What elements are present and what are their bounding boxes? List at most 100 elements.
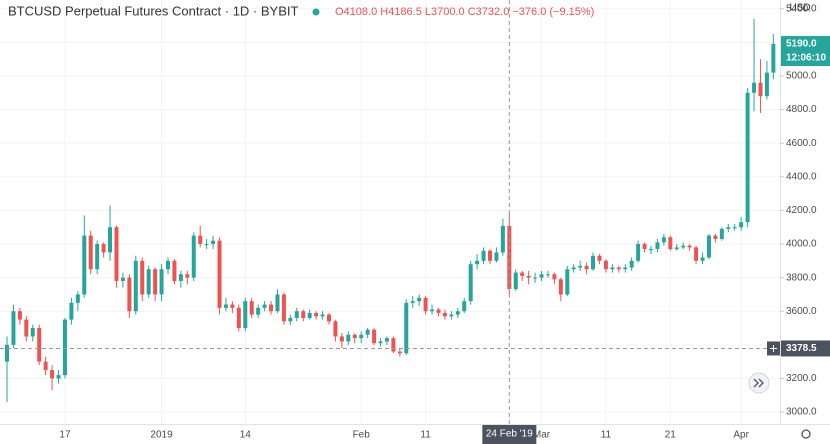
y-tick-label: 3200.0 xyxy=(786,373,817,384)
candle-body xyxy=(417,297,422,302)
candle-body xyxy=(17,311,22,320)
candle-body xyxy=(752,82,757,93)
y-tick-label: 4000.0 xyxy=(786,239,817,250)
candle-body xyxy=(120,277,125,281)
candle-body xyxy=(758,82,763,97)
candle-body xyxy=(513,272,518,290)
candle-body xyxy=(236,307,241,329)
last-price-bg xyxy=(781,36,830,67)
candle-body xyxy=(661,237,666,243)
candle-body xyxy=(636,244,641,261)
candle-body xyxy=(30,328,35,337)
candle-body xyxy=(114,227,119,281)
candle-body xyxy=(275,294,280,312)
candle-body xyxy=(37,328,42,362)
candle-body xyxy=(108,227,113,253)
candle-body xyxy=(539,274,544,278)
crosshair-y-label-bg xyxy=(781,340,830,357)
candle-body xyxy=(552,274,557,280)
candle-body xyxy=(571,267,576,270)
candle-body xyxy=(494,252,499,261)
gear-icon[interactable] xyxy=(801,429,811,439)
currency-label[interactable]: USD xyxy=(789,3,810,14)
x-tick-label: Feb xyxy=(353,430,371,441)
candle-body xyxy=(700,257,705,261)
status-dot xyxy=(312,8,320,16)
scroll-button[interactable] xyxy=(748,372,770,394)
candle-body xyxy=(591,255,596,270)
candle-body xyxy=(462,301,467,312)
candle-body xyxy=(243,301,248,329)
candle-body xyxy=(281,294,286,322)
candle-body xyxy=(69,302,74,320)
crosshair-x-label: 24 Feb '19 xyxy=(486,429,533,440)
candle-body xyxy=(732,227,737,229)
candle-body xyxy=(269,304,274,312)
candle-body xyxy=(545,274,550,276)
y-tick-label: 5400.0 xyxy=(786,3,817,14)
ohlc-legend: O4108.0 H4186.5 L3700.0 C3732.0 −376.0 (… xyxy=(335,6,594,18)
candle-body xyxy=(11,311,16,345)
x-tick-label: 21 xyxy=(665,430,677,441)
candle-body xyxy=(623,267,628,270)
candle-body xyxy=(597,255,602,261)
candle-body xyxy=(533,277,538,279)
candle-body xyxy=(56,375,61,379)
candle-body xyxy=(140,260,145,295)
candle-body xyxy=(520,272,525,276)
candle-body xyxy=(262,304,267,308)
candle-body xyxy=(339,336,344,342)
candle-body xyxy=(603,260,608,270)
candle-body xyxy=(500,225,505,253)
candle-body xyxy=(488,250,492,261)
candle-body xyxy=(745,92,750,223)
candle-body xyxy=(391,338,396,352)
candle-body xyxy=(230,304,235,308)
candle-body xyxy=(410,301,415,303)
candle-body xyxy=(101,244,106,253)
candle-body xyxy=(88,235,93,270)
y-tick-label: 5000.0 xyxy=(786,71,817,82)
candle-body xyxy=(378,341,383,344)
y-tick-label: 4800.0 xyxy=(786,104,817,115)
candle-body xyxy=(475,260,480,265)
candle-body xyxy=(50,370,55,379)
x-tick-label: Mar xyxy=(533,430,551,441)
candle-body xyxy=(307,312,312,318)
y-tick-label: 3800.0 xyxy=(786,272,817,283)
candle-body xyxy=(352,334,357,339)
candle-body xyxy=(159,269,164,295)
x-tick-label: 14 xyxy=(240,430,252,441)
candle-body xyxy=(649,249,653,251)
candle-body xyxy=(185,274,190,278)
settings-button[interactable] xyxy=(801,429,811,439)
candle-body xyxy=(211,240,216,245)
candle-body xyxy=(365,329,370,335)
candle-body xyxy=(423,297,428,312)
scroll-button-bg[interactable] xyxy=(748,372,770,394)
candle-body xyxy=(24,319,29,337)
candle-body xyxy=(82,235,87,295)
candle-body xyxy=(436,309,441,313)
candle-body xyxy=(346,334,351,342)
candle-body xyxy=(333,321,338,337)
candle-body xyxy=(629,260,634,268)
countdown-label: 12:06:10 xyxy=(786,53,826,64)
candle-body xyxy=(43,361,48,371)
candle-body xyxy=(430,309,435,312)
candle-body xyxy=(320,314,325,317)
candle-body xyxy=(455,311,460,315)
candle-body xyxy=(217,240,222,308)
candle-body xyxy=(764,72,769,97)
symbol-title: BTCUSD Perpetual Futures Contract · 1D ·… xyxy=(8,3,298,18)
candle-body xyxy=(288,317,293,322)
candle-body xyxy=(359,334,364,339)
candle-body xyxy=(687,245,692,248)
candle-body xyxy=(294,311,299,318)
candle-body xyxy=(191,235,196,278)
candle-body xyxy=(449,314,454,317)
scroll-icon[interactable] xyxy=(753,378,764,388)
candle-body xyxy=(558,279,563,295)
